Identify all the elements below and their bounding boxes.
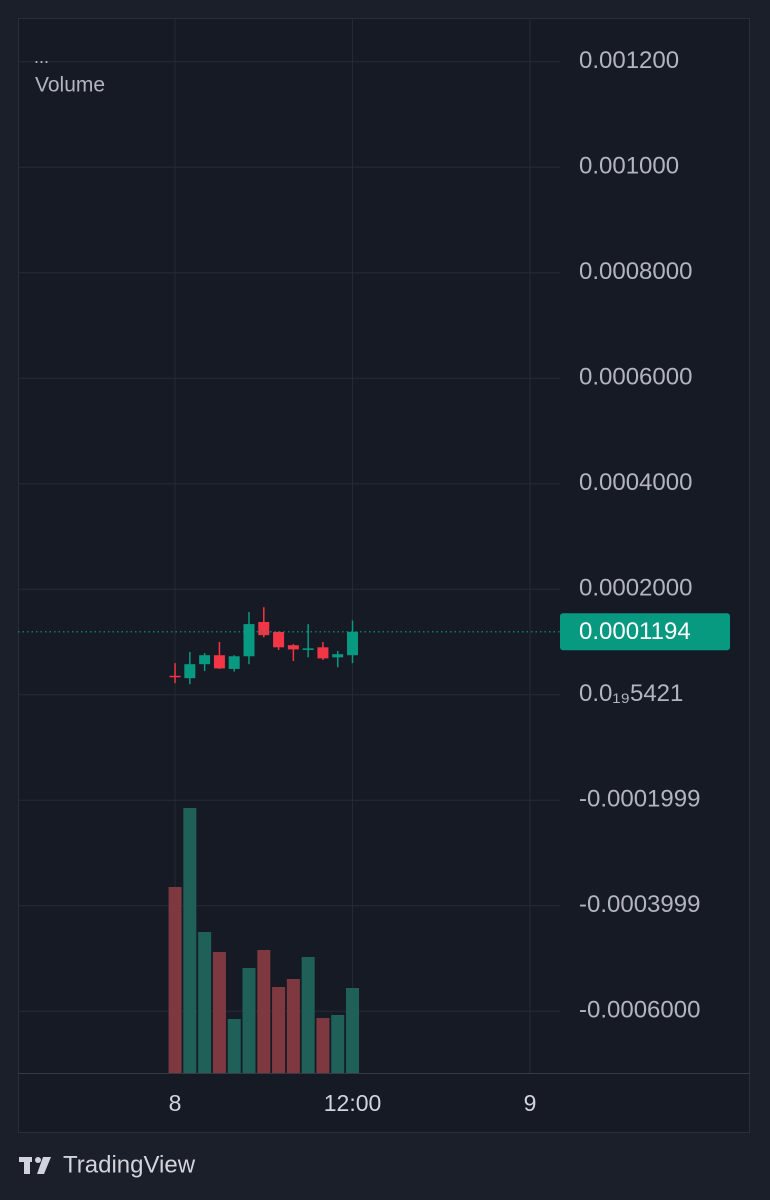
candle-body <box>213 655 225 669</box>
y-tick-label: 0.0008000 <box>579 258 692 285</box>
candle-body <box>258 621 270 636</box>
volume-label: Volume <box>35 74 105 97</box>
y-tick-label: -0.0006000 <box>579 997 700 1024</box>
brand-name: TradingView <box>63 1151 196 1178</box>
candle-body <box>243 624 255 657</box>
volume-bar <box>346 988 360 1073</box>
y-tick-label: 0.0006000 <box>579 364 692 391</box>
candle-body <box>302 648 314 650</box>
y-tick-label: -0.0001999 <box>579 786 700 813</box>
chart-panel <box>18 18 750 1133</box>
y-tick-label: 0.0002000 <box>579 575 692 602</box>
plot-layer: 0.001200 0.001000 0.0008000 0.0006000 0.0004… <box>18 18 730 1116</box>
volume-bar <box>183 808 197 1073</box>
volume-bar <box>316 1018 330 1073</box>
volume-bar <box>227 1019 241 1073</box>
candle-body <box>273 632 285 648</box>
volume-bar <box>168 887 182 1073</box>
volume-bar <box>257 950 271 1073</box>
y-tick-label: 0.001200 <box>579 47 679 74</box>
candle-body <box>228 656 240 669</box>
candle-body <box>169 675 181 678</box>
x-tick-label: 8 <box>169 1090 182 1116</box>
y-tick-label: 0.001000 <box>579 153 679 180</box>
volume-bar <box>286 979 300 1073</box>
x-tick-label: 9 <box>524 1090 537 1116</box>
volume-bar <box>331 1015 345 1073</box>
volume-bar <box>212 952 226 1073</box>
candle-body <box>347 631 359 656</box>
brand-logo <box>19 1157 51 1174</box>
volume-bar <box>198 932 212 1073</box>
candle-body <box>287 645 299 650</box>
y-tick-label: -0.0003999 <box>579 891 700 918</box>
x-tick-label: 12:00 <box>324 1090 382 1116</box>
candle-body <box>184 664 196 679</box>
y-tick-label: 0.0004000 <box>579 469 692 496</box>
indicator-menu[interactable]: ... <box>34 47 49 67</box>
candle-body <box>332 654 344 658</box>
y-tick-label: 0.0₁₉5421 <box>579 680 683 707</box>
volume-bar <box>272 987 286 1073</box>
last-price-box <box>560 613 730 651</box>
volume-bar <box>301 957 315 1073</box>
volume-bar <box>242 968 256 1073</box>
candle-body <box>199 655 211 665</box>
last-price-label: 0.0001194 <box>579 618 691 645</box>
candle-body <box>317 647 329 659</box>
